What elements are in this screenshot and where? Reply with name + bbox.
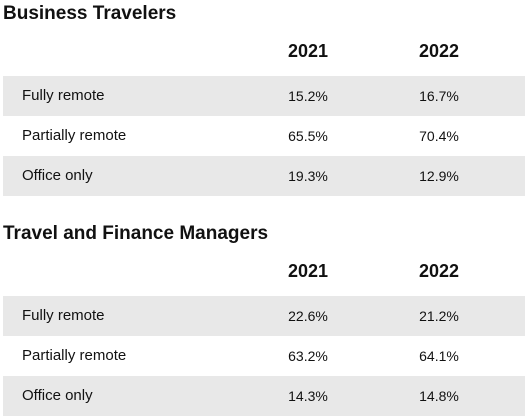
- row-label: Office only: [22, 387, 93, 404]
- cell-value: 12.9%: [419, 168, 459, 184]
- table-row: Partially remote 65.5% 70.4%: [3, 116, 525, 156]
- table-row: Fully remote 15.2% 16.7%: [3, 76, 525, 116]
- table-row: Office only 14.3% 14.8%: [3, 376, 525, 416]
- cell-value: 63.2%: [288, 348, 328, 364]
- cell-value: 16.7%: [419, 88, 459, 104]
- cell-value: 21.2%: [419, 308, 459, 324]
- cell-value: 64.1%: [419, 348, 459, 364]
- row-label: Fully remote: [22, 87, 105, 104]
- cell-value: 22.6%: [288, 308, 328, 324]
- row-label: Fully remote: [22, 307, 105, 324]
- column-header-2021: 2021: [287, 261, 329, 281]
- column-header-2022: 2022: [418, 261, 460, 281]
- row-label: Partially remote: [22, 127, 127, 144]
- table-row: Office only 19.3% 12.9%: [3, 156, 525, 196]
- table-row: Fully remote 22.6% 21.2%: [3, 296, 525, 336]
- row-label: Office only: [22, 167, 93, 184]
- cell-value: 70.4%: [419, 128, 459, 144]
- table-row: Partially remote 63.2% 64.1%: [3, 336, 525, 376]
- table-title: Business Travelers: [3, 3, 177, 24]
- cell-value: 14.3%: [288, 388, 328, 404]
- cell-value: 19.3%: [288, 168, 328, 184]
- column-header-2021: 2021: [287, 41, 329, 61]
- table-title: Travel and Finance Managers: [3, 223, 269, 244]
- cell-value: 14.8%: [419, 388, 459, 404]
- column-header-2022: 2022: [418, 41, 460, 61]
- cell-value: 65.5%: [288, 128, 328, 144]
- cell-value: 15.2%: [288, 88, 328, 104]
- row-label: Partially remote: [22, 347, 127, 364]
